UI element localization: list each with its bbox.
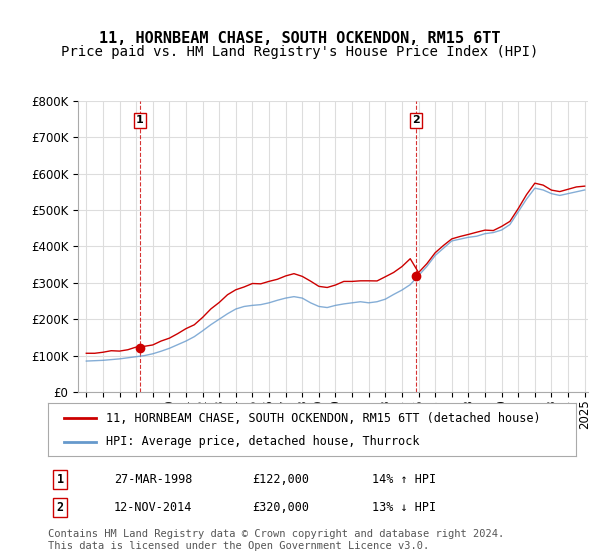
Text: 11, HORNBEAM CHASE, SOUTH OCKENDON, RM15 6TT (detached house): 11, HORNBEAM CHASE, SOUTH OCKENDON, RM15… xyxy=(106,412,541,424)
Text: £320,000: £320,000 xyxy=(252,501,309,514)
Text: HPI: Average price, detached house, Thurrock: HPI: Average price, detached house, Thur… xyxy=(106,435,419,448)
Text: 11, HORNBEAM CHASE, SOUTH OCKENDON, RM15 6TT: 11, HORNBEAM CHASE, SOUTH OCKENDON, RM15… xyxy=(99,31,501,46)
Text: Price paid vs. HM Land Registry's House Price Index (HPI): Price paid vs. HM Land Registry's House … xyxy=(61,45,539,59)
Text: 2: 2 xyxy=(56,501,64,514)
Text: Contains HM Land Registry data © Crown copyright and database right 2024.
This d: Contains HM Land Registry data © Crown c… xyxy=(48,529,504,551)
Text: 1: 1 xyxy=(56,473,64,486)
Text: 1: 1 xyxy=(136,115,144,125)
Text: £122,000: £122,000 xyxy=(252,473,309,486)
Text: 14% ↑ HPI: 14% ↑ HPI xyxy=(372,473,436,486)
Text: 13% ↓ HPI: 13% ↓ HPI xyxy=(372,501,436,514)
Text: 2: 2 xyxy=(413,115,420,125)
Text: 27-MAR-1998: 27-MAR-1998 xyxy=(114,473,193,486)
Text: 12-NOV-2014: 12-NOV-2014 xyxy=(114,501,193,514)
